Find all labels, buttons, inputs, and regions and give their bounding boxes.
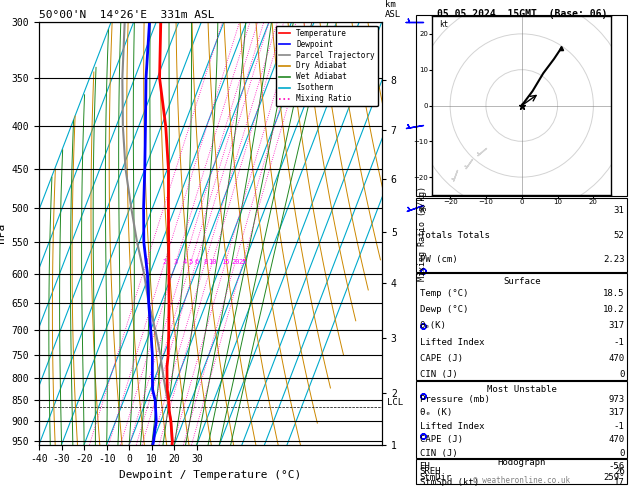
- Text: 5: 5: [189, 259, 193, 264]
- Text: -56: -56: [608, 462, 625, 471]
- Text: 50°00'N  14°26'E  331m ASL: 50°00'N 14°26'E 331m ASL: [39, 10, 214, 20]
- Text: kt: kt: [440, 20, 448, 29]
- Text: 0: 0: [619, 370, 625, 379]
- Text: 8: 8: [203, 259, 208, 264]
- Text: 26: 26: [614, 468, 625, 476]
- Text: 0: 0: [619, 449, 625, 458]
- Text: Most Unstable: Most Unstable: [487, 385, 557, 394]
- Text: Lifted Index: Lifted Index: [420, 338, 484, 347]
- Text: 15: 15: [221, 259, 230, 264]
- Text: 317: 317: [608, 408, 625, 417]
- Text: Hodograph: Hodograph: [498, 458, 546, 467]
- Text: PW (cm): PW (cm): [420, 255, 457, 264]
- Text: 31: 31: [614, 206, 625, 215]
- Text: CIN (J): CIN (J): [420, 370, 457, 379]
- Text: 470: 470: [608, 435, 625, 444]
- Text: 20: 20: [231, 259, 240, 264]
- Text: 1: 1: [145, 259, 149, 264]
- Text: Pressure (mb): Pressure (mb): [420, 395, 489, 404]
- Text: Dewp (°C): Dewp (°C): [420, 305, 468, 314]
- Text: CAPE (J): CAPE (J): [420, 354, 462, 363]
- Text: 6: 6: [194, 259, 199, 264]
- Text: LCL: LCL: [387, 399, 403, 407]
- Text: 52: 52: [614, 230, 625, 240]
- Legend: Temperature, Dewpoint, Parcel Trajectory, Dry Adiabat, Wet Adiabat, Isotherm, Mi: Temperature, Dewpoint, Parcel Trajectory…: [276, 26, 378, 106]
- Text: 2.23: 2.23: [603, 255, 625, 264]
- Text: 3: 3: [174, 259, 178, 264]
- Text: 05.05.2024  15GMT  (Base: 06): 05.05.2024 15GMT (Base: 06): [437, 9, 607, 19]
- Text: θₑ (K): θₑ (K): [420, 408, 452, 417]
- Text: 317: 317: [608, 321, 625, 330]
- Text: K: K: [420, 206, 425, 215]
- Text: Mixing Ratio (g/kg): Mixing Ratio (g/kg): [418, 186, 427, 281]
- Text: 25: 25: [239, 259, 247, 264]
- X-axis label: Dewpoint / Temperature (°C): Dewpoint / Temperature (°C): [120, 470, 301, 480]
- Text: EH: EH: [420, 462, 430, 471]
- Text: StmSpd (kt): StmSpd (kt): [420, 478, 479, 486]
- Text: StmDir: StmDir: [420, 473, 452, 482]
- Text: Surface: Surface: [503, 277, 540, 286]
- Text: CAPE (J): CAPE (J): [420, 435, 462, 444]
- Text: 4: 4: [182, 259, 187, 264]
- Text: -1: -1: [614, 338, 625, 347]
- Text: Totals Totals: Totals Totals: [420, 230, 489, 240]
- Text: Lifted Index: Lifted Index: [420, 422, 484, 431]
- Text: 973: 973: [608, 395, 625, 404]
- Text: 470: 470: [608, 354, 625, 363]
- Text: 17: 17: [614, 478, 625, 486]
- Text: 10.2: 10.2: [603, 305, 625, 314]
- Text: © weatheronline.co.uk: © weatheronline.co.uk: [473, 476, 571, 485]
- Text: 10: 10: [208, 259, 217, 264]
- Text: θₑ(K): θₑ(K): [420, 321, 447, 330]
- Text: km
ASL: km ASL: [385, 0, 401, 19]
- Y-axis label: hPa: hPa: [0, 223, 6, 243]
- Text: SREH: SREH: [420, 468, 441, 476]
- Text: -1: -1: [614, 422, 625, 431]
- Text: 2: 2: [163, 259, 167, 264]
- Text: CIN (J): CIN (J): [420, 449, 457, 458]
- Text: 259°: 259°: [603, 473, 625, 482]
- Text: 18.5: 18.5: [603, 289, 625, 298]
- Text: Temp (°C): Temp (°C): [420, 289, 468, 298]
